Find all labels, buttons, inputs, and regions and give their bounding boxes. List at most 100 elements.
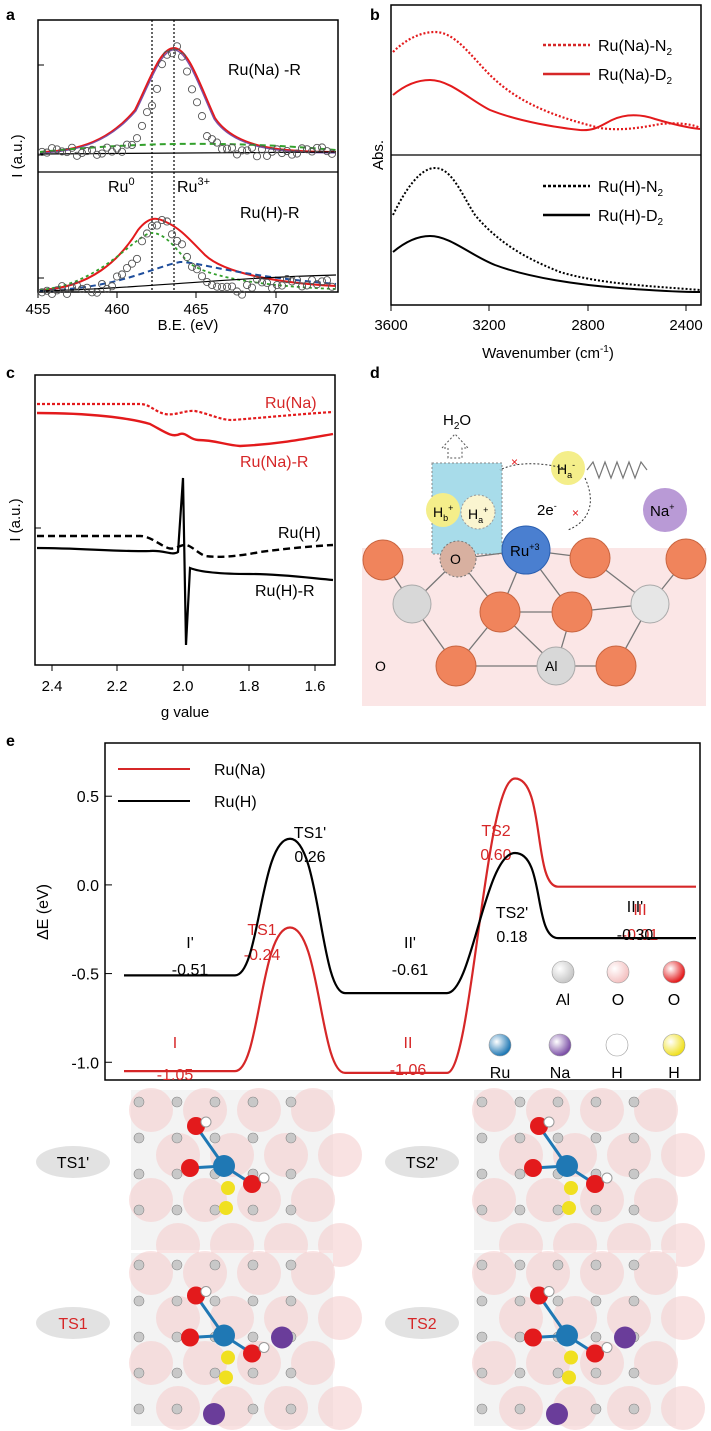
lattice-node [628,1204,640,1216]
data-point [302,145,312,154]
lattice-node [514,1168,526,1180]
data-point [207,280,217,290]
lattice-node [590,1295,602,1307]
data-point [222,282,232,291]
panel-a-letter: a [6,7,15,24]
surface-atom [580,1251,624,1295]
surface-atom [318,1133,362,1177]
panel-b-letter: b [370,7,380,24]
data-point [252,275,262,284]
panel-c-xtick-label: 2.0 [173,678,194,695]
lattice-node [514,1331,526,1343]
state-value: -0.24 [244,947,281,964]
surface-atom [129,1178,173,1222]
data-point [102,284,112,294]
surface-atom [472,1341,516,1385]
data-point [117,147,127,156]
data-point [107,282,117,291]
oxygen-atom [181,1159,199,1177]
lattice-node [628,1132,640,1144]
data-point [182,67,192,76]
label-ru-h: Ru(H) [278,525,321,542]
ru-na-curve [37,402,334,422]
surface-atom [318,1386,362,1430]
panel-a-xlabel: B.E. (eV) [158,317,219,334]
surface-atom [472,1088,516,1132]
atom-legend-label: Al [556,992,570,1009]
lattice-node [133,1331,145,1343]
state-value: 0.26 [294,849,325,866]
surface-atom [661,1386,705,1430]
surface-atom [291,1088,335,1132]
label-ru-na: Ru(Na) [265,395,317,412]
data-point [242,146,252,155]
surface-atom [264,1296,308,1340]
state-value: -0.30 [617,927,654,944]
panel-b-legend-label: Ru(Na)-N2 [598,38,672,58]
panel-c-xtick-label: 1.6 [305,678,326,695]
panel-a-xticks: 455 460 465 470 [25,292,289,318]
atom-legend-swatch [606,960,630,984]
lattice-node [247,1204,259,1216]
lattice-node [247,1096,259,1108]
label-ru-na-r: Ru(Na)-R [240,454,308,471]
data-point [237,146,247,155]
data-point [77,284,87,294]
hydrogen-atom [200,1116,212,1128]
panel-c-xtick-label: 1.8 [239,678,260,695]
surface-atom [291,1341,335,1385]
atom-legend-swatch [605,1033,629,1057]
lattice-node [514,1403,526,1415]
ru3-label: Ru3+ [177,176,210,196]
surface-atom [634,1088,678,1132]
lattice-node [285,1168,297,1180]
lattice-node [552,1096,564,1108]
data-point [222,144,232,153]
lattice-node [590,1331,602,1343]
data-point [157,215,167,225]
o-lattice-label: O [375,658,386,674]
lattice-node [552,1204,564,1216]
na-label: Na+ [650,502,674,520]
data-point [257,145,267,154]
data-point [137,121,147,130]
lattice-node [552,1367,564,1379]
surface-atom [634,1178,678,1222]
data-point [147,101,157,110]
label-bubble-ts1p [36,1146,110,1178]
data-point [72,151,82,160]
state-value: 0.18 [496,929,527,946]
ruthenium-atom [556,1155,578,1177]
atom-legend-label: Ru [490,1065,510,1082]
ruthenium-atom [213,1155,235,1177]
data-point [327,282,337,291]
state-value: -0.61 [392,962,429,979]
hydrogen-atom [543,1116,555,1128]
panel-e-ytick-label: -1.0 [71,1055,99,1072]
struct-label-ts2p: TS2' [406,1155,438,1172]
lattice-node [476,1295,488,1307]
lattice-node [247,1259,259,1271]
lattice-node [209,1367,221,1379]
oxygen-atom [187,1286,205,1305]
hydrogen-atom-yellow [221,1350,235,1365]
data-point [62,289,72,298]
data-point [277,281,287,290]
atom-legend-label: H [668,1065,680,1082]
atom-legend-label: O [668,992,680,1009]
lattice-node [285,1403,297,1415]
lattice-node [476,1331,488,1343]
lattice-node [285,1204,297,1216]
panel-e: e 0.5 0.0 -0.5 -1.0 ΔE (eV) Ru(Na) Ru(H) I -1… [6,733,701,1084]
state-label: TS2' [496,905,528,922]
oxygen-atom [524,1159,542,1177]
lattice-node [171,1403,183,1415]
surface-atom [291,1178,335,1222]
data-point [212,138,222,147]
lattice-node [552,1259,564,1271]
data-point [57,282,67,291]
data-point [87,288,97,297]
data-point [287,150,297,159]
hydrogen-atom-yellow [564,1350,578,1365]
ha-plus-label: Ha+ [468,505,488,525]
